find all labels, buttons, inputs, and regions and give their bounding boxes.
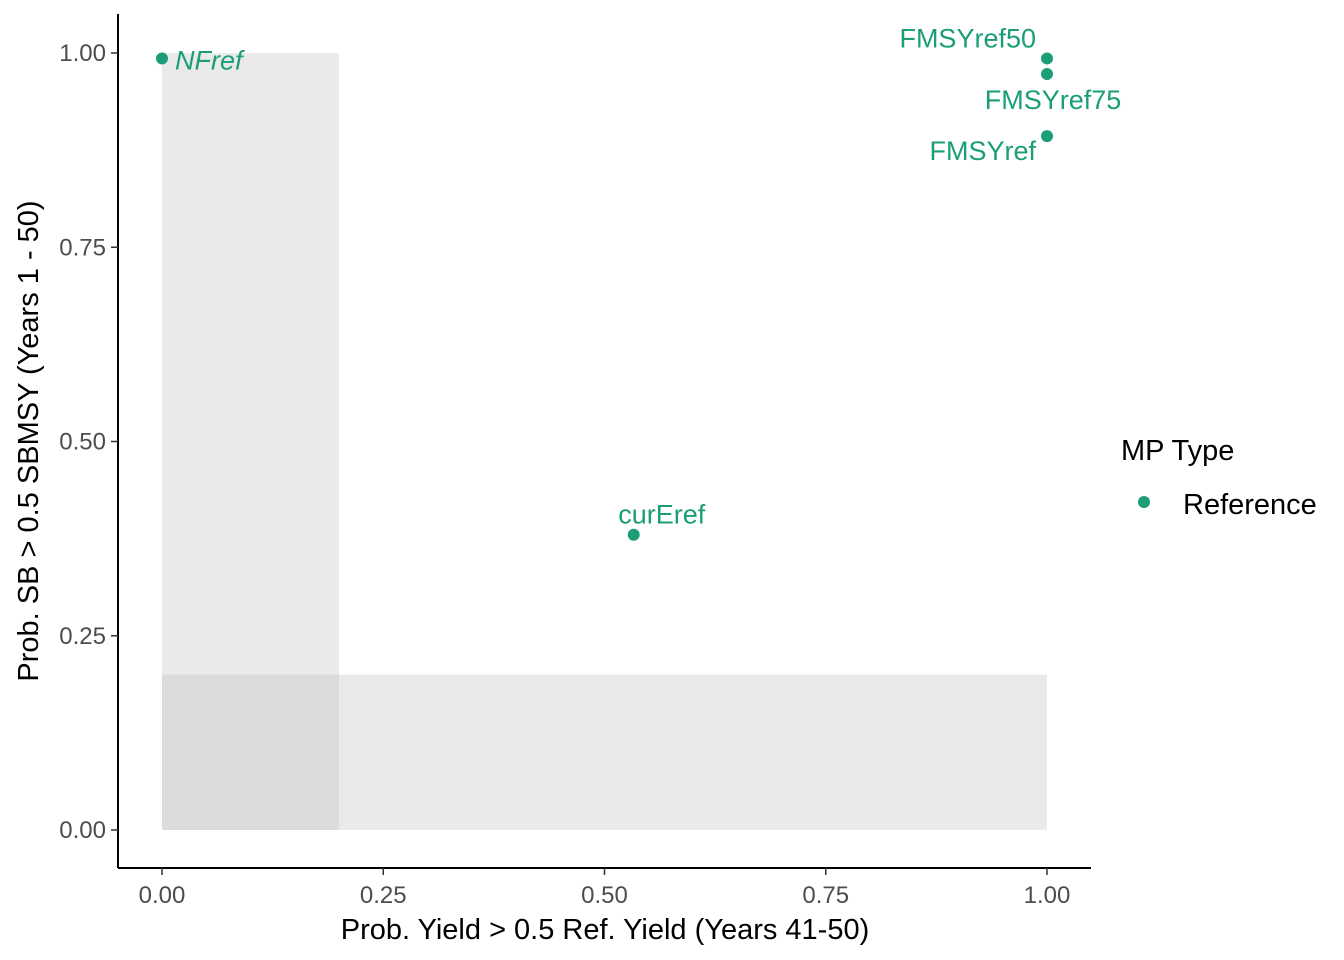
x-tick-label: 1.00	[1024, 882, 1071, 909]
point-label-fmsyref75: FMSYref75	[985, 85, 1122, 115]
x-tick-label: 0.50	[581, 882, 628, 909]
legend: MP Type Reference	[1121, 435, 1317, 521]
data-point-cureref	[627, 528, 640, 541]
x-tick-label: 0.25	[360, 882, 407, 909]
y-tick-label: 0.75	[59, 234, 106, 261]
shaded-regions	[162, 53, 1047, 830]
legend-label-reference: Reference	[1183, 489, 1317, 521]
data-point-fmsyref50	[1041, 52, 1053, 65]
y-tick-label: 0.50	[59, 429, 106, 456]
y-tick-label: 0.25	[59, 623, 106, 650]
data-point-fmsyref75	[1041, 67, 1053, 80]
point-label-cureref: curEref	[618, 500, 706, 530]
y-tick-label: 1.00	[59, 40, 106, 67]
data-points	[156, 52, 1053, 541]
point-labels: NFref FMSYref50 FMSYref75 FMSYref curEref	[175, 23, 1121, 529]
shaded-region-2	[162, 674, 1047, 830]
point-label-fmsyref: FMSYref	[929, 136, 1036, 166]
x-axis-title: Prob. Yield > 0.5 Ref. Yield (Years 41-5…	[341, 914, 870, 946]
legend-swatch-reference	[1138, 496, 1150, 508]
x-tick-label: 0.75	[802, 882, 849, 909]
x-tick-label: 0.00	[139, 882, 186, 909]
point-label-fmsyref50: FMSYref50	[899, 23, 1036, 53]
y-tick-label: 0.00	[59, 817, 106, 844]
shaded-region-1	[162, 53, 339, 830]
legend-title: MP Type	[1121, 435, 1234, 467]
data-point-nfref	[156, 52, 168, 65]
y-axis-title: Prob. SB > 0.5 SBMSY (Years 1 - 50)	[13, 200, 45, 681]
ticks: 0.00 0.25 0.50 0.75 1.00 0.00 0.25 0.50 0.75 1.00	[59, 40, 1070, 909]
data-point-fmsyref	[1041, 130, 1053, 143]
point-label-nfref: NFref	[175, 45, 245, 75]
